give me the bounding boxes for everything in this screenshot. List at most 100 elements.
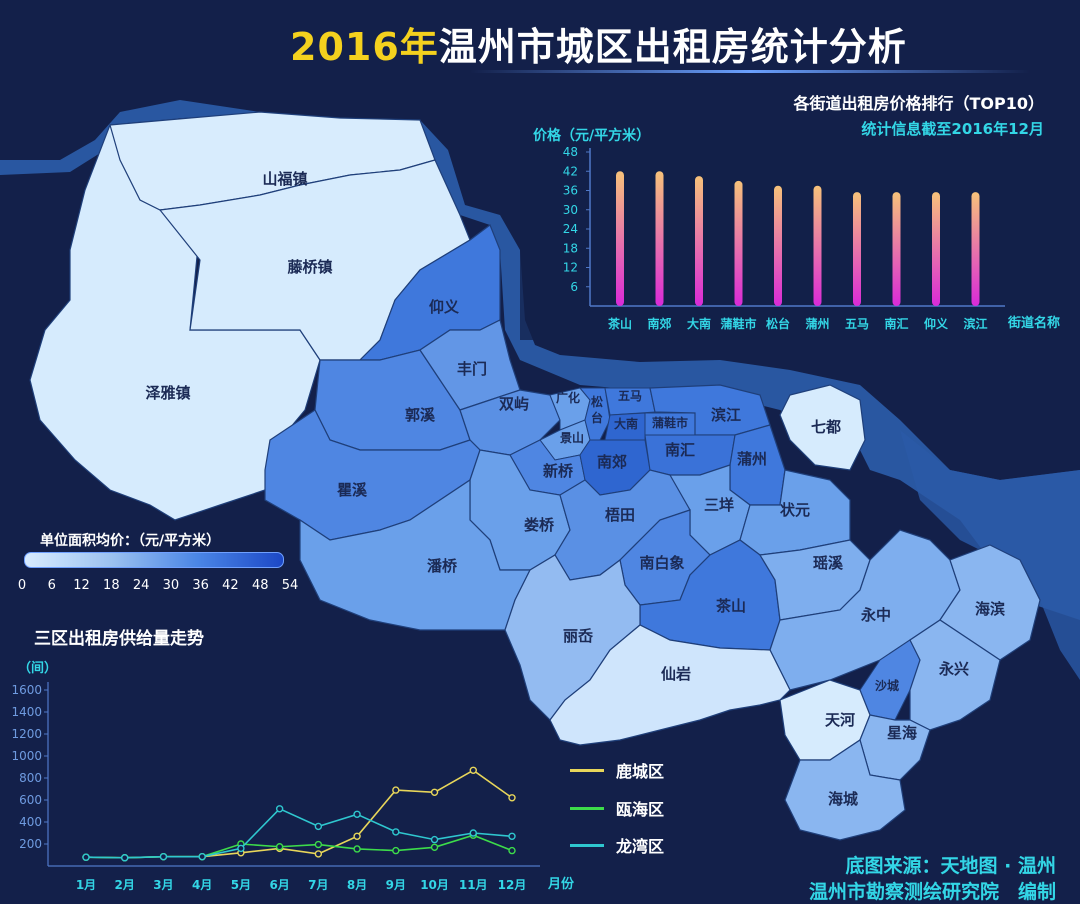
line-y-tick-label: 1600 <box>11 683 42 697</box>
line-y-tick-label: 200 <box>19 837 42 851</box>
series-point-龙湾区 <box>469 829 477 837</box>
series-line-瓯海区 <box>85 834 513 859</box>
series-point-鹿城区 <box>353 832 361 840</box>
series-point-鹿城区 <box>392 786 400 794</box>
bar-y-tick-label: 48 <box>563 145 578 159</box>
region-label-丰门: 丰门 <box>457 360 487 378</box>
bar-chart-title: 各街道出租房价格排行（TOP10） <box>793 94 1044 113</box>
region-shape-海滨 <box>939 544 1041 661</box>
series-point-鹿城区 <box>469 766 477 774</box>
region-label-永中: 永中 <box>860 606 891 624</box>
region-label-海滨: 海滨 <box>975 600 1005 618</box>
bar-x-tick-label: 松台 <box>766 316 790 331</box>
region-label-瞿溪: 瞿溪 <box>336 481 368 499</box>
region-shape-七都 <box>779 384 866 471</box>
line-x-tick-label: 5月 <box>231 878 251 892</box>
bar-蒲州 <box>813 185 822 306</box>
series-point-龙湾区 <box>275 805 284 813</box>
bar-x-tick-label: 蒲州 <box>805 316 829 331</box>
region-label-沙城: 沙城 <box>875 678 899 693</box>
series-point-瓯海区 <box>314 840 323 849</box>
region-shape-永兴 <box>909 619 1001 731</box>
legend-tick: 6 <box>47 578 56 593</box>
region-label-仙岩: 仙岩 <box>661 665 691 683</box>
series-point-龙湾区 <box>508 832 516 840</box>
line-chart-title: 三区出租房供给量走势 <box>34 629 204 649</box>
title-main: 温州市城区出租房统计分析 <box>438 25 907 69</box>
legend-tick: 30 <box>162 578 180 593</box>
region-shape-丰门 <box>419 319 521 411</box>
series-point-瓯海区 <box>392 846 400 855</box>
region-label-南汇: 南汇 <box>665 441 695 459</box>
region-label-景山: 景山 <box>560 430 584 445</box>
region-label-瑶溪: 瑶溪 <box>813 554 844 572</box>
region-label-新桥: 新桥 <box>543 462 574 480</box>
bar-y-tick-label: 36 <box>563 184 578 198</box>
series-point-龙湾区 <box>237 844 245 853</box>
region-label-三垟: 三垟 <box>704 496 734 514</box>
legend-label: 瓯海区 <box>616 800 665 819</box>
legend-tick: 0 <box>17 578 27 593</box>
region-label-蒲州: 蒲州 <box>737 450 767 468</box>
line-y-tick-label: 800 <box>19 771 42 785</box>
series-point-瓯海区 <box>508 846 516 855</box>
bar-y-tick-label: 24 <box>563 222 578 236</box>
region-label-藤桥镇: 藤桥镇 <box>287 258 332 276</box>
bar-x-tick-label: 滨江 <box>963 316 987 331</box>
page-title: 2016年温州市城区出租房统计分析 <box>290 16 907 71</box>
bar-五马 <box>853 192 861 306</box>
stat-date: 统计信息截至2016年12月 <box>861 120 1044 138</box>
region-label-郭溪: 郭溪 <box>405 406 436 424</box>
series-point-龙湾区 <box>353 810 361 818</box>
line-x-tick-label: 2月 <box>115 878 135 892</box>
bar-茶山 <box>616 171 624 306</box>
legend-swatch <box>570 768 604 772</box>
region-label-泽雅镇: 泽雅镇 <box>145 384 190 402</box>
series-point-鹿城区 <box>314 850 323 858</box>
line-x-tick-label: 4月 <box>192 878 212 892</box>
legend-tick: 24 <box>132 578 150 593</box>
region-label-天河: 天河 <box>825 711 855 729</box>
map-legend-gradient <box>24 552 284 568</box>
series-line-龙湾区 <box>85 807 513 859</box>
legend-item-longwan: 龙湾区 <box>570 833 665 856</box>
series-point-瓯海区 <box>353 845 361 853</box>
region-label-蒲鞋市: 蒲鞋市 <box>652 415 688 430</box>
bar-x-tick-label: 五马 <box>845 317 869 331</box>
region-label-状元: 状元 <box>780 501 810 519</box>
region-label-丽岙: 丽岙 <box>563 627 594 645</box>
line-y-tick-label: 600 <box>19 793 42 807</box>
legend-item-lucheng: 鹿城区 <box>570 758 664 781</box>
series-point-鹿城区 <box>508 794 516 802</box>
bar-x-tick-label: 仰义 <box>924 316 949 331</box>
region-label-大南: 大南 <box>614 416 638 431</box>
legend-label: 龙湾区 <box>616 837 665 856</box>
map-legend-ticks: 0 6 12 18 24 30 36 42 48 54 <box>18 578 298 594</box>
region-label-永兴: 永兴 <box>938 660 969 678</box>
line-y-tick-label: 1400 <box>11 705 42 719</box>
river <box>0 100 1080 620</box>
line-x-tick-label: 8月 <box>347 878 367 892</box>
series-point-龙湾区 <box>159 852 168 861</box>
region-label-七都: 七都 <box>811 418 841 436</box>
legend-tick: 36 <box>192 578 209 593</box>
series-point-龙湾区 <box>82 853 90 861</box>
bar-y-tick-label: 6 <box>570 280 578 294</box>
legend-tick: 48 <box>251 578 269 593</box>
region-label-双屿: 双屿 <box>499 395 529 413</box>
line-x-tick-label: 9月 <box>386 878 406 892</box>
line-y-tick-label: 1200 <box>11 727 42 741</box>
line-x-tick-label: 3月 <box>153 878 173 892</box>
legend-tick: 12 <box>73 578 90 593</box>
bar-y-axis-label: 价格（元/平方米） <box>533 128 651 144</box>
bar-y-tick-label: 30 <box>563 203 578 217</box>
region-shape-仙岩 <box>549 624 791 746</box>
bar-y-tick-label: 12 <box>563 261 578 275</box>
line-x-tick-label: 11月 <box>459 878 488 892</box>
region-label-仰义: 仰义 <box>429 298 459 316</box>
bar-x-tick-label: 大南 <box>687 316 711 331</box>
credit-compiler: 温州市勘察测绘研究院 编制 <box>808 881 1056 903</box>
title-year: 2016年 <box>290 25 439 69</box>
